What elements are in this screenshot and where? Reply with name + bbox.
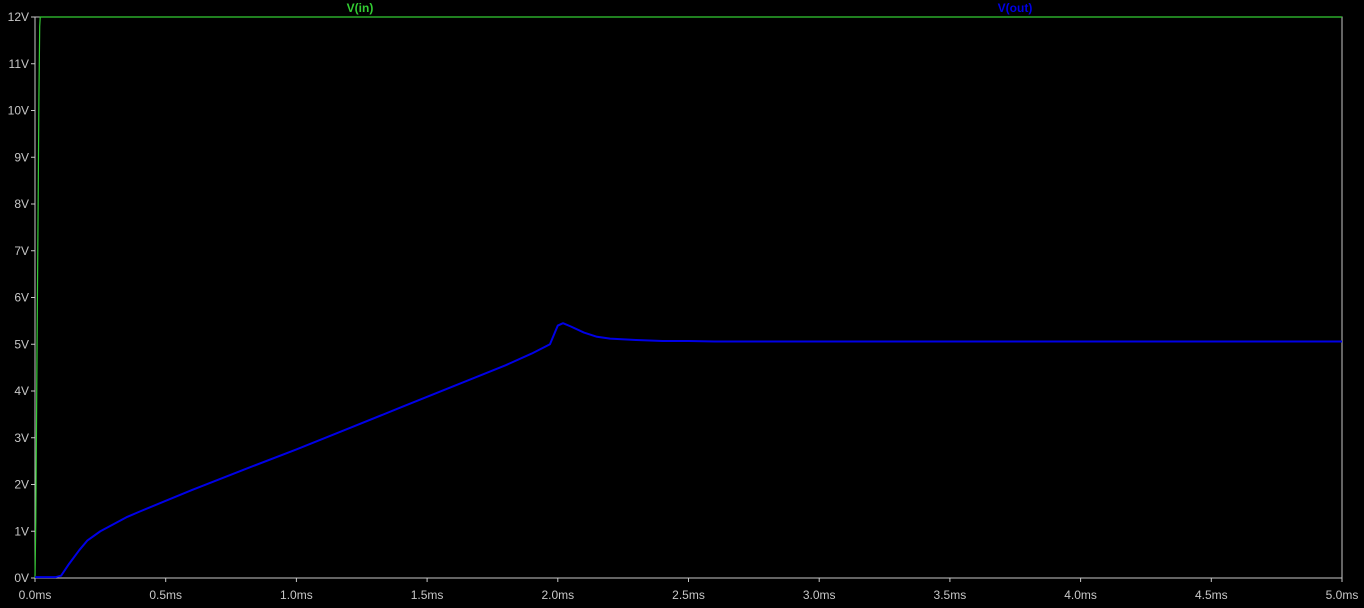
legend-entry[interactable]: V(in) — [347, 1, 374, 15]
y-tick-label: 8V — [14, 197, 29, 211]
series-line-vin — [34, 16, 1342, 579]
x-tick-label: 1.0ms — [280, 588, 313, 602]
legend-layer: V(in) V(out) — [347, 1, 1033, 15]
y-tick-label: 10V — [8, 104, 29, 118]
x-tick-label: 2.0ms — [541, 588, 574, 602]
series-layer — [34, 16, 1342, 579]
y-tick-label: 9V — [14, 150, 29, 164]
y-tick-label: 12V — [8, 10, 29, 24]
y-tick-label: 2V — [14, 478, 29, 492]
x-tick-label: 2.5ms — [672, 588, 705, 602]
x-tick-label: 1.5ms — [411, 588, 444, 602]
x-tick-label: 4.5ms — [1195, 588, 1228, 602]
y-tick-label: 11V — [9, 57, 29, 71]
x-tick-label: 5.0ms — [1326, 588, 1359, 602]
y-tick-label: 6V — [14, 291, 29, 305]
y-tick-label: 7V — [14, 244, 29, 258]
y-tick-label: 4V — [14, 384, 29, 398]
y-tick-label: 5V — [14, 337, 29, 351]
series-line-vout — [35, 322, 1342, 579]
x-tick-label: 0.5ms — [149, 588, 182, 602]
y-tick-label: 0V — [14, 571, 29, 585]
axes-layer: 0V 1V 2V 3V 4V 5V 6V 7V 8V 9V 10V 11V 12V 0.0ms 0.5ms 1… — [8, 10, 1359, 602]
x-tick-label: 4.0ms — [1064, 588, 1097, 602]
legend-entry[interactable]: V(out) — [998, 1, 1033, 15]
x-tick-label: 3.0ms — [803, 588, 836, 602]
y-tick-label: 3V — [14, 431, 29, 445]
x-tick-label: 0.0ms — [19, 588, 52, 602]
x-tick-label: 3.5ms — [934, 588, 967, 602]
y-tick-label: 1V — [14, 524, 29, 538]
